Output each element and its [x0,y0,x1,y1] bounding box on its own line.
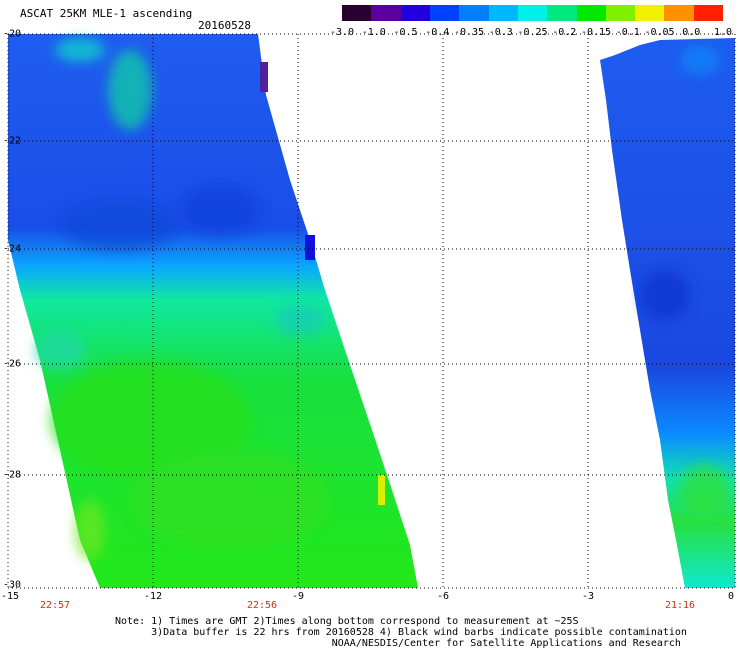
colorbar-segment [371,5,401,21]
right-swath [600,38,735,588]
colorbar-segment [547,5,577,21]
product-title: ASCAT 25KM MLE-1 ascending [20,7,193,20]
colorbar-segment [459,5,489,21]
y-tick-label: -24 [3,243,22,255]
colorbar-tick-label: -0.15 [580,27,612,38]
y-tick-label: -28 [3,469,22,481]
colorbar-segment [429,5,460,21]
colorbar-tick-label: -0.35 [453,27,485,38]
x-tick-label: -9 [291,591,305,602]
colorbar-segment [635,5,665,21]
colorbar-segment [342,5,372,21]
x-tick-label: -15 [0,591,20,602]
x-tick-label: -3 [581,591,595,602]
swath-feature [260,62,268,92]
colorbar [342,5,724,21]
swath-feature [378,475,385,505]
colorbar-segment [664,5,694,21]
colorbar-tick-label: -0.4 [425,27,450,38]
note-line: 3)Data buffer is 22 hrs from 20160528 4)… [115,627,687,638]
colorbar-tick-label: -3.0 [329,27,355,38]
colorbar-tick-label: -0.25 [517,27,548,38]
swath-feature [275,305,325,335]
footnotes: Note: 1) Times are GMT 2)Times along bot… [115,616,687,649]
swath-feature [50,360,250,480]
colorbar-segment [693,5,724,21]
time-label: 22:56 [246,600,278,611]
swath-feature [180,185,260,235]
swath-feature [75,500,105,560]
left-swath [8,34,418,588]
colorbar-segment [488,5,518,21]
swath-feature [60,200,180,250]
swath-feature [130,450,330,550]
y-tick-label: -20 [3,28,22,40]
colorbar-segment [605,5,636,21]
swath-feature [108,50,152,130]
colorbar-segment [400,5,430,21]
product-date: 20160528 [198,19,251,32]
grid-lines [7,33,736,589]
colorbar-gradient [342,5,724,21]
colorbar-tick-label: -1.0 [361,27,386,38]
swath-feature [680,45,720,75]
colorbar-tick-label: -0.5 [393,27,418,38]
swath-feature [35,330,85,370]
colorbar-tick-label: 0.0 [682,27,701,38]
x-tick-label: -12 [143,591,163,602]
colorbar-tick-label: 1.0 [713,27,733,38]
colorbar-tick-label: -0.1 [615,27,640,38]
colorbar-tick-label: -0.05 [644,27,675,38]
y-tick-label: -22 [3,135,22,147]
colorbar-segment [576,5,606,21]
swath-feature [640,270,690,320]
colorbar-tick-label: -0.2 [552,27,577,38]
swath-feature [680,465,730,515]
colorbar-tick-label: -0.3 [488,27,513,38]
x-tick-label: 0 [727,591,735,602]
time-label: 21:16 [664,600,696,611]
time-label: 22:57 [39,600,71,611]
y-tick-label: -30 [3,579,22,591]
swath-feature [55,38,105,62]
y-tick-label: -26 [3,358,22,370]
note-line: NOAA/NESDIS/Center for Satellite Applica… [115,638,681,649]
swath-feature [305,235,315,260]
colorbar-segment [517,5,548,21]
note-line: Note: 1) Times are GMT 2)Times along bot… [115,616,579,627]
x-tick-label: -6 [436,591,450,602]
